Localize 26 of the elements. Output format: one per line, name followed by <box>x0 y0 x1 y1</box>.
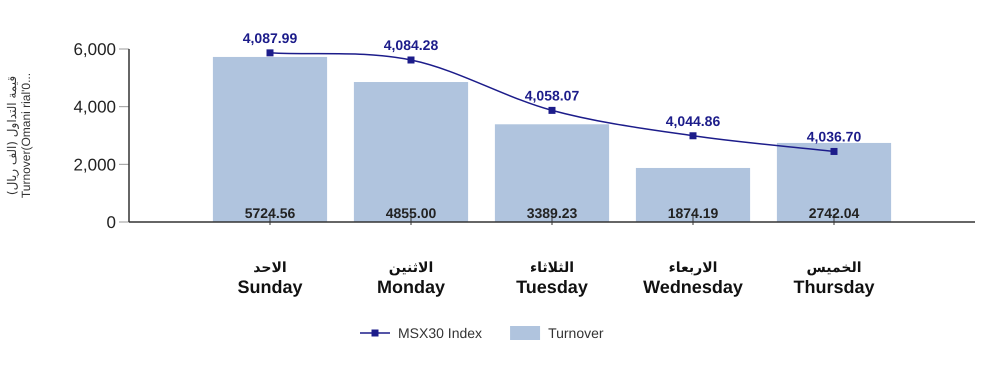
data-label: 4,084.28 <box>384 36 438 53</box>
point <box>830 148 838 155</box>
data-label: 4855.00 <box>386 205 437 221</box>
data-label: 4,058.07 <box>524 87 580 104</box>
bar <box>636 168 750 222</box>
data-label: 4,036.70 <box>806 128 862 144</box>
data-label: 3389.23 <box>526 205 578 221</box>
data-label: 4,044.86 <box>666 112 720 129</box>
data-label: 5724.56 <box>244 205 296 221</box>
point <box>548 106 556 114</box>
legend-label: Turnover <box>548 325 604 341</box>
data-label: 1874.19 <box>668 205 719 221</box>
y-tick-label: 2,000 <box>73 155 116 174</box>
y-tick-label: 4,000 <box>73 98 116 117</box>
bar <box>494 124 610 222</box>
y-tick-label: 0 <box>106 213 116 232</box>
point <box>408 56 414 64</box>
point <box>266 49 274 56</box>
bar <box>212 56 328 222</box>
point <box>690 132 696 140</box>
bar <box>776 142 892 222</box>
legend-label: MSX30 Index <box>398 325 482 341</box>
data-label: 2742.04 <box>808 205 860 221</box>
data-label: 4,087.99 <box>242 30 298 46</box>
y-tick-label: 6,000 <box>73 40 116 59</box>
bar <box>354 82 468 222</box>
